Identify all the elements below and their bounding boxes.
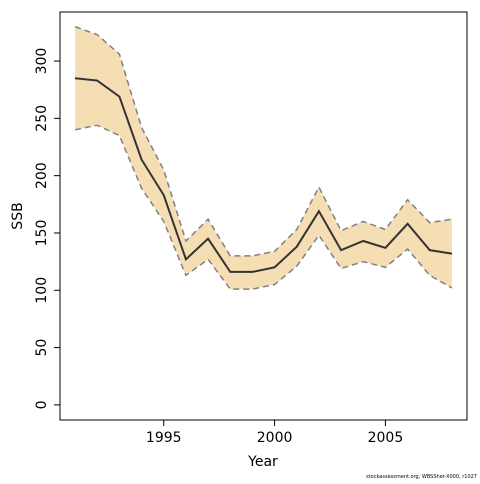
x-tick-label: 2005 [368,430,404,446]
x-tick-label: 1995 [146,430,182,446]
y-tick-label: 250 [34,105,50,132]
y-tick-label: 200 [34,162,50,189]
bound-line [74,124,453,290]
y-tick-label: 0 [34,400,50,409]
plot-frame [59,11,468,421]
y-tick-label: 300 [34,48,50,75]
confidence-band [75,26,452,290]
x-tick-label: 2000 [257,430,293,446]
y-axis-label: SSB [10,202,26,229]
y-tick-label: 100 [34,277,50,304]
y-tick-label: 150 [34,220,50,247]
footnote: stockassessment.org, WBSSher-X000, r1027 [366,474,477,480]
ssb-line [74,77,453,273]
bound-line [74,25,453,257]
y-tick-label: 50 [34,339,50,357]
x-axis-label: Year [247,454,278,470]
